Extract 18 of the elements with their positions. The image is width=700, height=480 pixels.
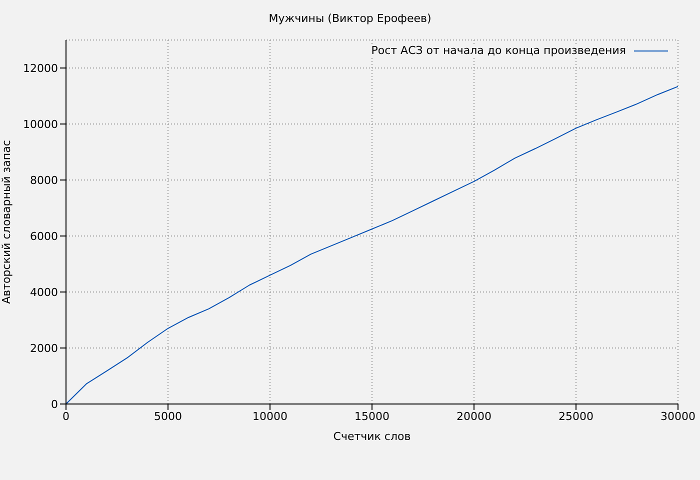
x-tick-label: 0 — [62, 410, 70, 423]
x-tick-label: 15000 — [354, 410, 390, 423]
x-tick-label: 25000 — [558, 410, 594, 423]
y-tick-label: 6000 — [30, 230, 58, 243]
legend-label: Рост АСЗ от начала до конца произведения — [371, 44, 626, 57]
y-tick-label: 2000 — [30, 342, 58, 355]
x-tick-label: 30000 — [660, 410, 696, 423]
x-tick-label: 10000 — [252, 410, 288, 423]
y-tick-label: 12000 — [23, 62, 58, 75]
x-tick-label: 5000 — [154, 410, 182, 423]
y-tick-label: 4000 — [30, 286, 58, 299]
y-axis-title: Авторский словарный запас — [0, 140, 13, 304]
y-tick-label: 10000 — [23, 118, 58, 131]
chart-title: Мужчины (Виктор Ерофеев) — [268, 12, 432, 25]
y-tick-label: 0 — [51, 398, 58, 411]
x-tick-label: 20000 — [456, 410, 492, 423]
y-tick-label: 8000 — [30, 174, 58, 187]
x-axis-title: Счетчик слов — [333, 430, 411, 443]
